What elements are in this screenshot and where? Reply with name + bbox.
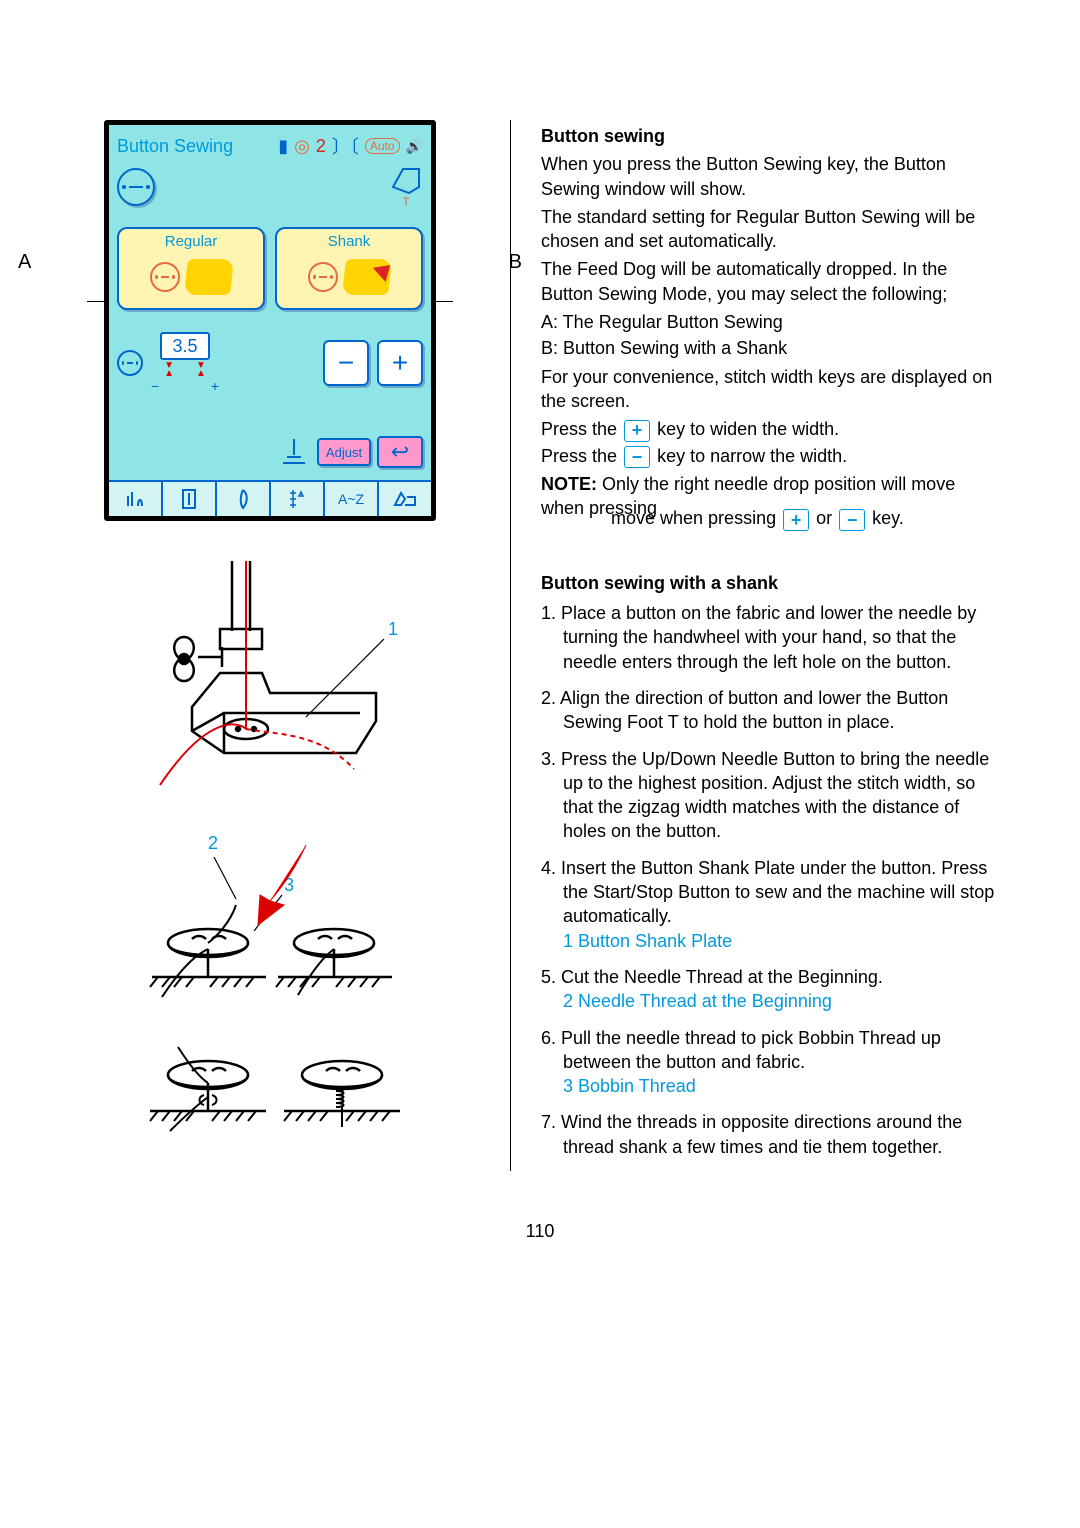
press-plus-post: key to widen the width. bbox=[657, 419, 839, 439]
minus-marker: − bbox=[151, 378, 159, 394]
widen-width-button[interactable]: + bbox=[377, 340, 423, 386]
regular-stitch-icon bbox=[150, 262, 180, 292]
plus-marker: + bbox=[211, 378, 219, 394]
step-4: 4. Insert the Button Shank Plate under t… bbox=[563, 856, 1000, 953]
tab-regular-label: Regular bbox=[125, 233, 257, 250]
width-icon bbox=[117, 350, 143, 376]
step-4-text: 4. Insert the Button Shank Plate under t… bbox=[541, 858, 994, 927]
nav-quilt[interactable] bbox=[271, 482, 325, 516]
adjust-button[interactable]: Adjust bbox=[317, 438, 371, 466]
leader-line-b bbox=[431, 301, 453, 302]
button-sew-mode-icon[interactable] bbox=[117, 168, 155, 206]
bottom-nav: A~Z bbox=[109, 480, 431, 516]
press-minus-line: Press the − key to narrow the width. bbox=[541, 444, 1000, 468]
narrow-width-button[interactable]: − bbox=[323, 340, 369, 386]
key-minus-label: − bbox=[338, 347, 354, 379]
note-body-2: key. bbox=[872, 508, 904, 528]
step-5-blue: 2 Needle Thread at the Beginning bbox=[563, 991, 832, 1011]
note-minus-key-icon: − bbox=[839, 509, 865, 531]
step-5: 5. Cut the Needle Thread at the Beginnin… bbox=[563, 965, 1000, 1014]
fabric-icon bbox=[184, 259, 234, 295]
left-column: A B Button Sewing ▮ ◎ 2 〕〔 Auto 🔊 bbox=[60, 120, 480, 1171]
screen-header: Button Sewing ▮ ◎ 2 〕〔 Auto 🔊 bbox=[117, 133, 423, 159]
intro-p3: The Feed Dog will be automatically dropp… bbox=[541, 257, 1000, 306]
heading-shank: Button sewing with a shank bbox=[541, 573, 778, 593]
wide-indicator-icon: ▼▲ bbox=[196, 362, 206, 378]
step-2: 2. Align the direction of button and low… bbox=[563, 686, 1000, 735]
label-a: A bbox=[18, 251, 31, 274]
option-a: A: The Regular Button Sewing bbox=[541, 310, 1000, 334]
press-plus-pre: Press the bbox=[541, 419, 617, 439]
heading-button-sewing: Button sewing bbox=[541, 126, 665, 146]
tab-shank[interactable]: Shank bbox=[275, 227, 423, 310]
step-6-blue: 3 Bobbin Thread bbox=[563, 1076, 696, 1096]
nav-buttonhole[interactable] bbox=[163, 482, 217, 516]
screen-with-labels: A B Button Sewing ▮ ◎ 2 〕〔 Auto 🔊 bbox=[60, 120, 480, 521]
width-keys-p: For your convenience, stitch width keys … bbox=[541, 365, 1000, 414]
step-5-text: 5. Cut the Needle Thread at the Beginnin… bbox=[541, 967, 883, 987]
press-minus-post: key to narrow the width. bbox=[657, 446, 847, 466]
foot-letter: T bbox=[402, 195, 409, 209]
step-3: 3. Press the Up/Down Needle Button to br… bbox=[563, 747, 1000, 844]
note-or: or bbox=[816, 508, 832, 528]
presser-foot-icon bbox=[389, 165, 423, 195]
spool-icon: ◎ bbox=[294, 136, 310, 157]
key-plus-label: + bbox=[392, 347, 408, 379]
page-number: 110 bbox=[0, 1221, 1080, 1242]
tension-icon bbox=[277, 437, 311, 467]
foot-bracket-icon: 〕〔 bbox=[332, 133, 359, 159]
inline-plus-key-icon: + bbox=[624, 420, 650, 442]
press-plus-line: Press the + key to widen the width. bbox=[541, 417, 1000, 441]
intro-p1: When you press the Button Sewing key, th… bbox=[541, 152, 1000, 201]
manual-page: A B Button Sewing ▮ ◎ 2 〕〔 Auto 🔊 bbox=[0, 0, 1080, 1211]
intro-p2: The standard setting for Regular Button … bbox=[541, 205, 1000, 254]
option-b: B: Button Sewing with a Shank bbox=[541, 336, 1000, 360]
lcd-screen: Button Sewing ▮ ◎ 2 〕〔 Auto 🔊 bbox=[104, 120, 436, 521]
callout-2: 2 bbox=[208, 833, 218, 853]
note-label: NOTE: bbox=[541, 474, 597, 494]
step-6-text: 6. Pull the needle thread to pick Bobbin… bbox=[541, 1028, 941, 1072]
step-7: 7. Wind the threads in opposite directio… bbox=[563, 1110, 1000, 1159]
step-6: 6. Pull the needle thread to pick Bobbin… bbox=[563, 1026, 1000, 1099]
figure-button-threads: 2 3 bbox=[120, 831, 420, 1001]
leader-line-a bbox=[87, 301, 109, 302]
right-column: Button sewing When you press the Button … bbox=[510, 120, 1000, 1171]
tab-regular[interactable]: Regular bbox=[117, 227, 265, 310]
figure-presser-foot: 1 bbox=[120, 561, 420, 791]
figure-tied-shank bbox=[120, 1041, 420, 1141]
inline-minus-key-icon: − bbox=[624, 446, 650, 468]
step-list: 1. Place a button on the fabric and lowe… bbox=[541, 601, 1000, 1159]
return-button[interactable]: ↩ bbox=[377, 436, 423, 468]
press-minus-pre: Press the bbox=[541, 446, 617, 466]
needle-icon: ▮ bbox=[278, 136, 288, 157]
shank-stitch-icon bbox=[308, 262, 338, 292]
nav-letters-label: A~Z bbox=[338, 491, 364, 507]
adjust-label: Adjust bbox=[326, 445, 362, 460]
screen-title: Button Sewing bbox=[117, 136, 272, 157]
nav-utility[interactable] bbox=[109, 482, 163, 516]
note-plus-key-icon: + bbox=[783, 509, 809, 531]
step-4-blue: 1 Button Shank Plate bbox=[563, 931, 732, 951]
callout-1: 1 bbox=[388, 619, 398, 639]
mode-tabs: Regular Shank bbox=[117, 227, 423, 310]
tab-shank-label: Shank bbox=[283, 233, 415, 250]
needle-count: 2 bbox=[316, 136, 326, 157]
nav-letters[interactable]: A~Z bbox=[325, 482, 379, 516]
narrow-indicator-icon: ▼▲ bbox=[164, 362, 174, 378]
nav-applique[interactable] bbox=[379, 482, 431, 516]
fabric-shank-icon bbox=[342, 259, 392, 295]
stitch-width-row: 3.5 ▼▲ ▼▲ − + − + bbox=[117, 332, 423, 394]
width-value-box: 3.5 bbox=[160, 332, 210, 360]
nav-decorative[interactable] bbox=[217, 482, 271, 516]
auto-pill: Auto bbox=[365, 138, 400, 154]
label-b: B bbox=[509, 251, 522, 274]
step-1: 1. Place a button on the fabric and lowe… bbox=[563, 601, 1000, 674]
speaker-icon: 🔊 bbox=[406, 138, 423, 155]
